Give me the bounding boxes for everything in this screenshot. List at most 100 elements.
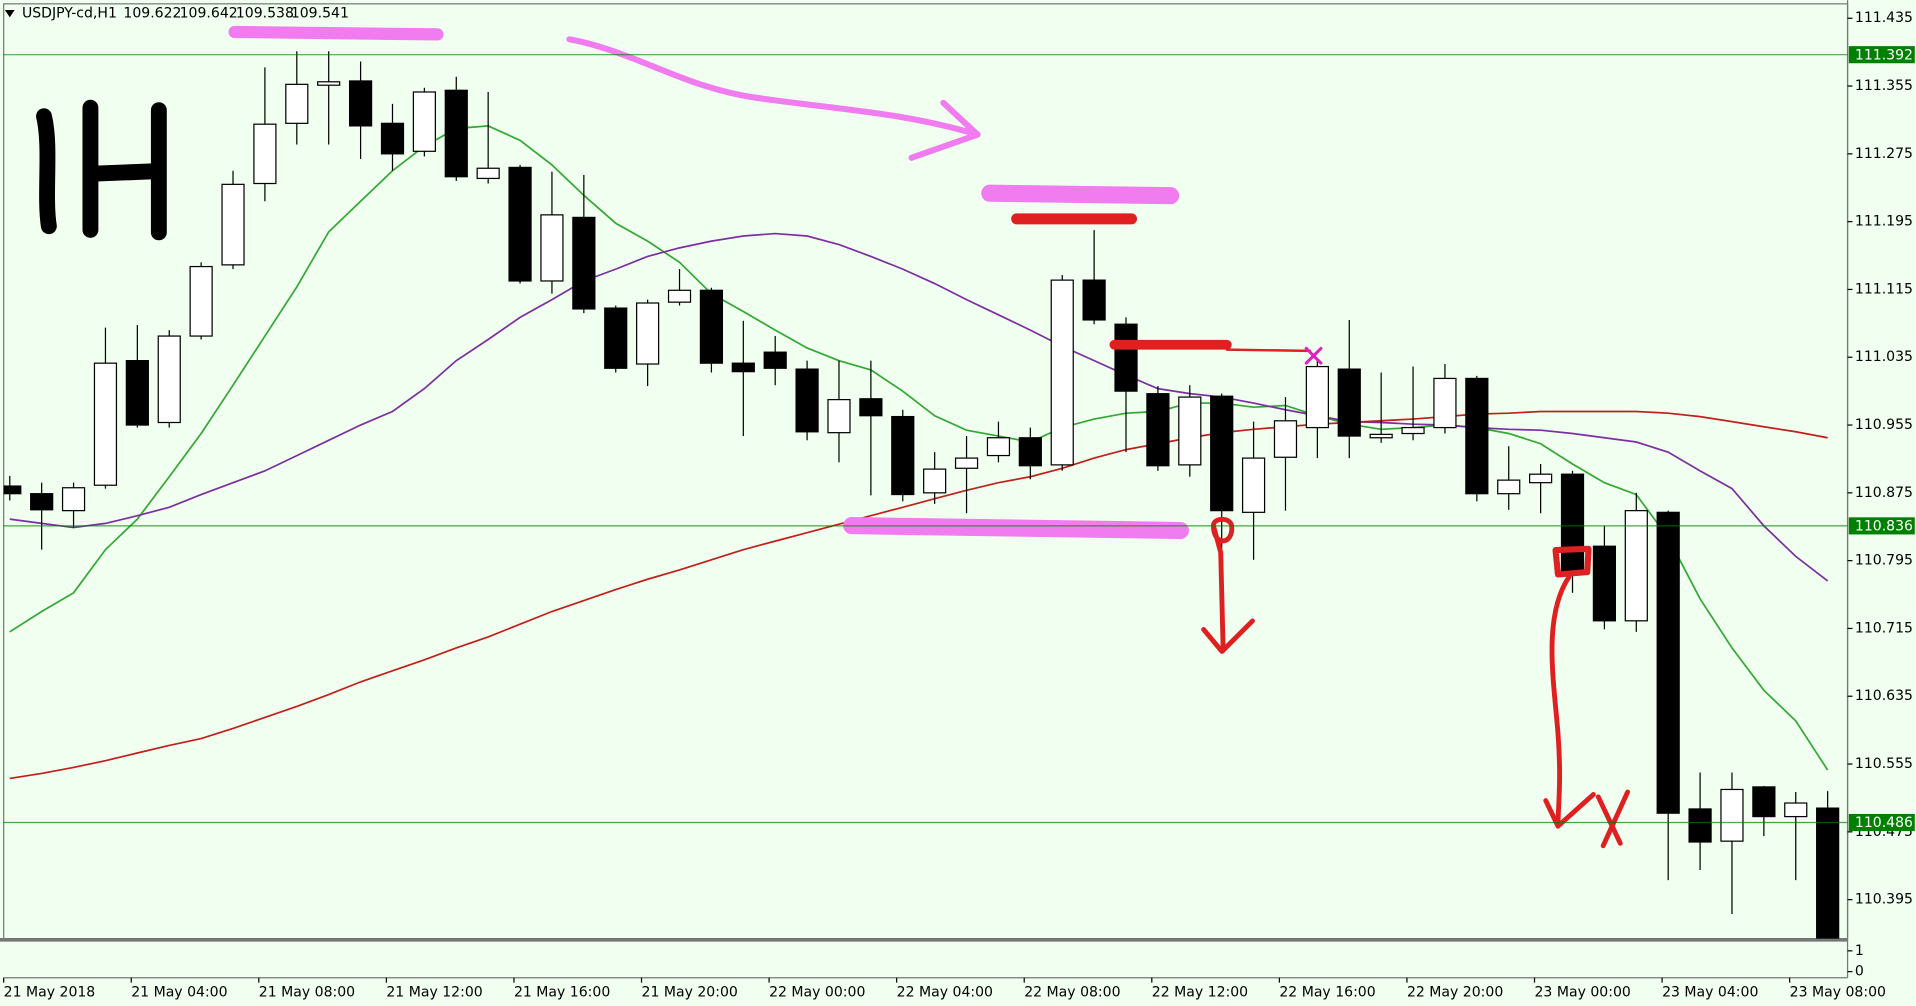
- candle-body: [1656, 511, 1680, 814]
- candle-body: [508, 166, 532, 282]
- x-tick-label: 21 May 08:00: [259, 984, 355, 1000]
- candle-body: [1720, 788, 1744, 842]
- candle-body: [1688, 808, 1712, 843]
- candle-body: [285, 83, 309, 124]
- y-tick-label: 111.115: [1855, 281, 1913, 297]
- candle-body: [125, 360, 149, 426]
- indicator-tick-label: 0: [1855, 964, 1864, 980]
- plot-area: [3, 51, 1840, 939]
- candle-body: [1082, 279, 1106, 321]
- candle-body: [1210, 395, 1234, 512]
- moving-average: [9, 232, 1829, 582]
- x-tick-label: 21 May 20:00: [642, 984, 738, 1000]
- candle-body: [1018, 437, 1042, 467]
- x-tick-label: 22 May 08:00: [1024, 984, 1120, 1000]
- candle-body: [572, 216, 596, 310]
- level-label: 110.836: [1855, 519, 1913, 535]
- candle-body: [1241, 457, 1266, 513]
- header-price: 109.642: [180, 6, 238, 22]
- candle-body: [476, 167, 500, 180]
- header-price: 109.538: [236, 6, 294, 22]
- hand-letters: [36, 99, 167, 241]
- y-tick-label: 110.795: [1855, 553, 1913, 569]
- header-price: 109.622: [123, 6, 181, 22]
- level-label: 110.486: [1855, 815, 1913, 831]
- level-label-box: [1848, 517, 1915, 535]
- candle-body: [348, 80, 373, 127]
- header-price: 109.541: [291, 6, 349, 22]
- y-tick-label: 111.195: [1855, 214, 1913, 230]
- x-tick-label: 22 May 16:00: [1279, 984, 1375, 1000]
- x-tick-label: 21 May 16:00: [514, 984, 610, 1000]
- candle-body: [61, 487, 86, 512]
- x-tick-label: 22 May 04:00: [897, 984, 993, 1000]
- x-tick-label: 21 May 04:00: [131, 984, 227, 1000]
- candle-body: [93, 362, 118, 486]
- candle-body: [1433, 377, 1457, 429]
- symbol: USDJPY-cd,H1: [22, 6, 117, 22]
- candle-body: [1178, 396, 1202, 466]
- candle-body: [763, 351, 787, 369]
- candle-body: [731, 362, 755, 373]
- candle-body: [30, 493, 54, 511]
- candle-body: [795, 368, 819, 433]
- candle-body: [1305, 365, 1329, 429]
- indicator-tick-label: 1: [1855, 943, 1864, 959]
- x-tick-label: 22 May 12:00: [1152, 984, 1248, 1000]
- candle-body: [1146, 393, 1170, 467]
- candle-body: [412, 91, 436, 152]
- candle-body: [1624, 510, 1648, 622]
- candle-body: [444, 89, 468, 178]
- y-tick-label: 111.435: [1855, 10, 1913, 26]
- candle-body: [1337, 368, 1361, 437]
- candle-body: [380, 122, 405, 155]
- level-label: 111.392: [1855, 47, 1913, 63]
- y-tick-label: 111.355: [1855, 78, 1913, 94]
- candle-body: [1816, 807, 1840, 939]
- moving-average: [9, 125, 1829, 771]
- cross-mark: [1304, 346, 1323, 365]
- candle-body: [667, 289, 692, 303]
- y-tick-label: 110.715: [1855, 620, 1913, 636]
- x-tick-label: 21 May 2018: [4, 984, 96, 1000]
- y-tick-label: 110.395: [1855, 892, 1913, 908]
- candle-body: [221, 183, 245, 266]
- candle-body: [1784, 802, 1808, 818]
- candle-body: [540, 214, 564, 282]
- menu-triangle: [4, 9, 15, 18]
- x-tick-label: 23 May 08:00: [1790, 984, 1886, 1000]
- candle-body: [253, 123, 277, 185]
- candle-body: [1401, 426, 1425, 435]
- candle-body: [1752, 786, 1776, 818]
- candle-body: [1369, 433, 1393, 439]
- candle-body: [157, 335, 181, 424]
- candle-body: [1465, 377, 1489, 495]
- candle-body: [891, 415, 915, 496]
- y-tick-label: 111.275: [1855, 146, 1913, 162]
- candle-body: [604, 307, 628, 369]
- candle-body: [1050, 279, 1074, 466]
- x-tick-label: 23 May 00:00: [1535, 984, 1631, 1000]
- candle-body: [699, 289, 724, 364]
- y-tick-label: 110.555: [1855, 756, 1913, 772]
- candle-body: [986, 437, 1011, 457]
- candle-body: [3, 485, 22, 495]
- x-tick-label: 21 May 12:00: [386, 984, 482, 1000]
- candle-body: [1497, 479, 1521, 495]
- candle-body: [827, 399, 851, 434]
- candle-body: [1114, 323, 1138, 392]
- candle-body: [1592, 545, 1617, 622]
- candle-body: [1273, 420, 1298, 458]
- level-label-box: [1848, 46, 1915, 64]
- y-tick-label: 110.955: [1855, 417, 1913, 433]
- candle-body: [317, 81, 341, 86]
- candle-body: [189, 265, 213, 337]
- candle-body: [954, 457, 979, 469]
- candle-body: [1560, 473, 1585, 575]
- y-tick-label: 110.875: [1855, 485, 1913, 501]
- y-tick-label: 110.635: [1855, 688, 1913, 704]
- x-tick-label: 22 May 20:00: [1407, 984, 1503, 1000]
